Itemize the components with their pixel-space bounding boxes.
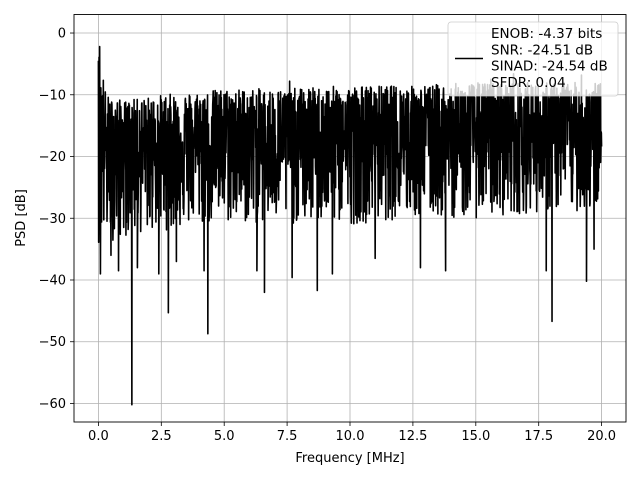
y-tick-label: −40: [39, 273, 66, 288]
x-axis-label: Frequency [MHz]: [295, 451, 404, 466]
y-axis-label: PSD [dB]: [14, 189, 29, 247]
legend-text-line: SINAD: -24.54 dB: [491, 59, 608, 75]
x-tick-label: 0.0: [88, 429, 109, 444]
x-tick-label: 15.0: [461, 429, 490, 444]
x-tick-label: 12.5: [398, 429, 427, 444]
legend-text-line: ENOB: -4.37 bits: [491, 26, 602, 42]
x-tick-label: 5.0: [214, 429, 235, 444]
y-tick-label: −10: [39, 88, 66, 103]
x-tick-label: 17.5: [524, 429, 553, 444]
legend-text-line: SFDR: 0.04: [491, 75, 566, 91]
x-tick-label: 10.0: [336, 429, 365, 444]
y-tick-label: −30: [39, 212, 66, 227]
x-tick-label: 20.0: [587, 429, 616, 444]
legend-text-line: SNR: -24.51 dB: [491, 42, 593, 58]
legend-box: [447, 21, 619, 97]
psd-series-line: [97, 45, 603, 406]
x-tick-label: 7.5: [277, 429, 298, 444]
y-tick-label: −20: [39, 150, 66, 165]
axis-ticks: 0.0 2.5 5.0 7.5 10.0 12.5 15.0 17.5 20.0 0 −10 −20 −…: [39, 27, 617, 444]
legend-entry: ENOB: -4.37 bits SNR: -24.51 dB SINAD: -24…: [491, 26, 608, 91]
legend: ENOB: -4.37 bits SNR: -24.51 dB SINAD: -24…: [447, 21, 619, 97]
plot-frame: [73, 14, 627, 423]
y-tick-label: −60: [39, 397, 66, 412]
x-tick-label: 2.5: [151, 429, 172, 444]
y-tick-label: 0: [58, 27, 66, 42]
y-tick-label: −50: [39, 335, 66, 350]
